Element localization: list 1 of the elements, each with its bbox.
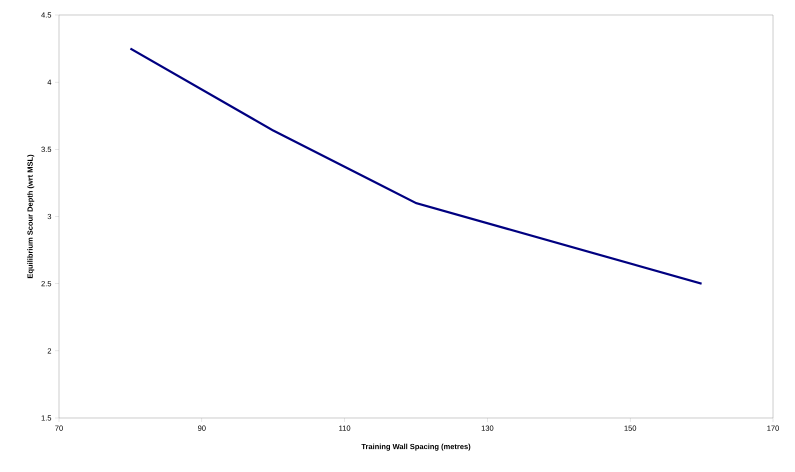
line-series: [129, 47, 703, 285]
